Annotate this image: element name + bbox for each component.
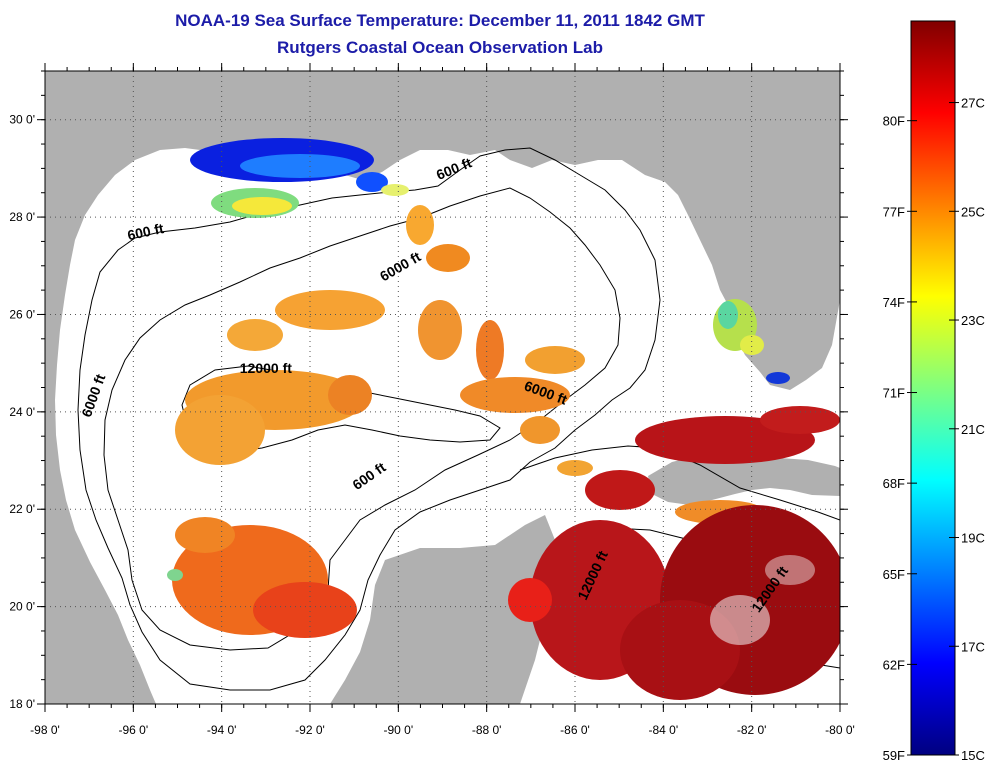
grid-lines — [45, 71, 840, 704]
sst-patch — [381, 184, 409, 196]
colorbar-c-label: 19C — [961, 531, 985, 546]
sst-patch — [356, 172, 388, 192]
sst-patch — [740, 335, 764, 355]
lon-tick-label: -80 0' — [825, 723, 855, 737]
sst-patch — [460, 377, 570, 413]
sst-patch — [525, 346, 585, 374]
land-north-america — [45, 71, 840, 704]
sst-data-layer — [167, 138, 840, 700]
sst-patch — [508, 578, 552, 622]
sst-patch — [557, 460, 593, 476]
sst-patch — [476, 320, 504, 380]
sst-patch — [275, 290, 385, 330]
sst-patch — [175, 395, 265, 465]
colorbar-c-label: 27C — [961, 96, 985, 111]
sst-patch — [520, 416, 560, 444]
map-axes: -98 0' -96 0' -94 0' -92 0' -90 0' -88 0' -86 … — [9, 63, 855, 737]
map-subtitle: Rutgers Coastal Ocean Observation Lab — [277, 38, 603, 57]
sst-patch — [227, 319, 283, 351]
lon-tick-label: -84 0' — [649, 723, 679, 737]
sst-patch — [766, 372, 790, 384]
lon-tick-label: -92 0' — [295, 723, 325, 737]
sst-patch — [760, 406, 840, 434]
lon-tick-label: -94 0' — [207, 723, 237, 737]
sst-patch — [718, 301, 738, 329]
sst-patch — [710, 595, 770, 645]
colorbar-f-label: 71F — [883, 386, 905, 401]
land-cuba — [648, 452, 840, 505]
colorbar-c-label: 21C — [961, 422, 985, 437]
contour-label: 12000 ft — [240, 360, 292, 376]
sst-patch — [585, 470, 655, 510]
colorbar-f-label: 80F — [883, 114, 905, 129]
sst-patch — [765, 555, 815, 585]
sst-patch — [620, 600, 740, 700]
sst-patch — [418, 300, 462, 360]
sst-patch — [232, 197, 292, 215]
lat-tick-label: 26 0' — [9, 307, 35, 321]
colorbar — [910, 20, 956, 756]
lat-tick-label: 24 0' — [9, 405, 35, 419]
sst-patch — [328, 375, 372, 415]
lat-tick-label: 18 0' — [9, 697, 35, 711]
colorbar-f-label: 74F — [883, 295, 905, 310]
lat-tick-label: 22 0' — [9, 502, 35, 516]
sst-patch — [240, 154, 360, 178]
colorbar-f-label: 62F — [883, 657, 905, 672]
land-yucatan — [330, 515, 555, 704]
colorbar-f-label: 77F — [883, 204, 905, 219]
lat-tick-label: 28 0' — [9, 210, 35, 224]
lon-tick-label: -98 0' — [30, 723, 60, 737]
colorbar-f-label: 65F — [883, 567, 905, 582]
sst-patch — [167, 569, 183, 581]
lat-tick-label: 20 0' — [9, 600, 35, 614]
lon-tick-label: -82 0' — [737, 723, 767, 737]
colorbar-c-label: 23C — [961, 313, 985, 328]
sst-patch — [406, 205, 434, 245]
lon-tick-label: -96 0' — [119, 723, 149, 737]
colorbar-f-label: 68F — [883, 476, 905, 491]
colorbar-ticks: 27C 25C 23C 21C 19C 17C 15C 80F 77F 74F 71F 68F 65F 6… — [883, 96, 985, 763]
colorbar-f-label: 59F — [883, 748, 905, 763]
contour-label: 600 ft — [126, 220, 165, 243]
sst-patch — [426, 244, 470, 272]
lon-tick-label: -86 0' — [560, 723, 590, 737]
lat-tick-label: 30 0' — [9, 113, 35, 127]
lon-tick-label: -90 0' — [384, 723, 414, 737]
colorbar-c-label: 25C — [961, 204, 985, 219]
colorbar-c-label: 15C — [961, 748, 985, 763]
sst-patch — [253, 582, 357, 638]
colorbar-c-label: 17C — [961, 639, 985, 654]
lon-tick-label: -88 0' — [472, 723, 502, 737]
sst-patch — [175, 517, 235, 553]
map-title: NOAA-19 Sea Surface Temperature: Decembe… — [175, 11, 705, 30]
